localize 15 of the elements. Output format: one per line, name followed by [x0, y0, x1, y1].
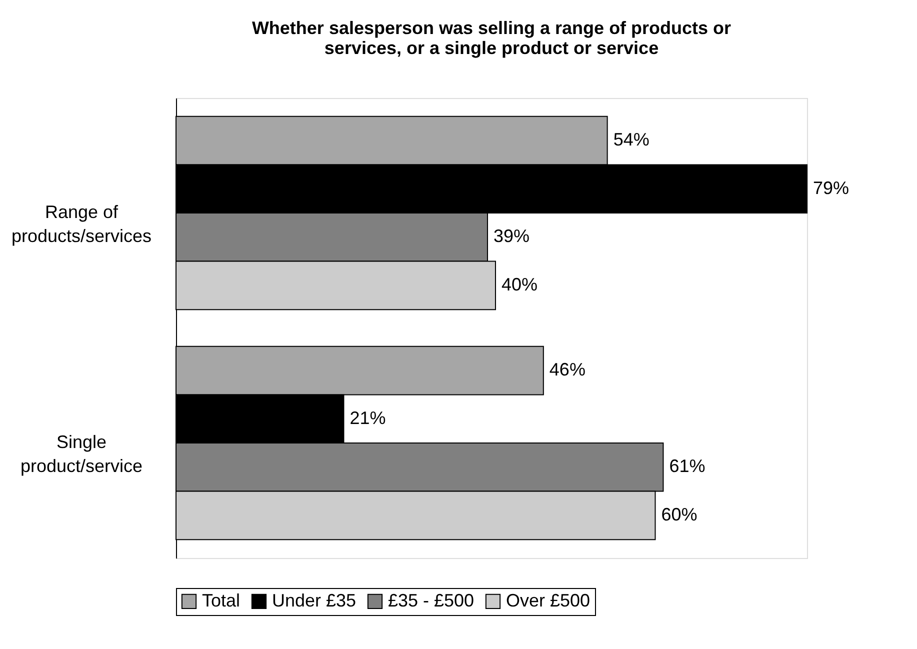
- legend-label: Under £35: [272, 590, 356, 610]
- data-label: 21%: [350, 408, 386, 428]
- legend-label: Over £500: [506, 590, 590, 610]
- data-label: 60%: [661, 504, 698, 524]
- legend-label: £35 - £500: [388, 590, 474, 610]
- y-tick-label: Range of products/services: [11, 202, 152, 246]
- data-label: 79%: [813, 178, 850, 198]
- chart-title: Whether salesperson was selling a range of products or services, or a single product or service: [252, 18, 732, 58]
- data-label: 40%: [501, 274, 538, 294]
- data-label: 46%: [549, 360, 586, 380]
- data-label: 61%: [669, 456, 706, 476]
- data-label: 54%: [613, 130, 650, 150]
- legend-label: Total: [202, 590, 240, 610]
- y-tick-label: Single product/service: [20, 432, 143, 476]
- data-label: 39%: [494, 226, 530, 246]
